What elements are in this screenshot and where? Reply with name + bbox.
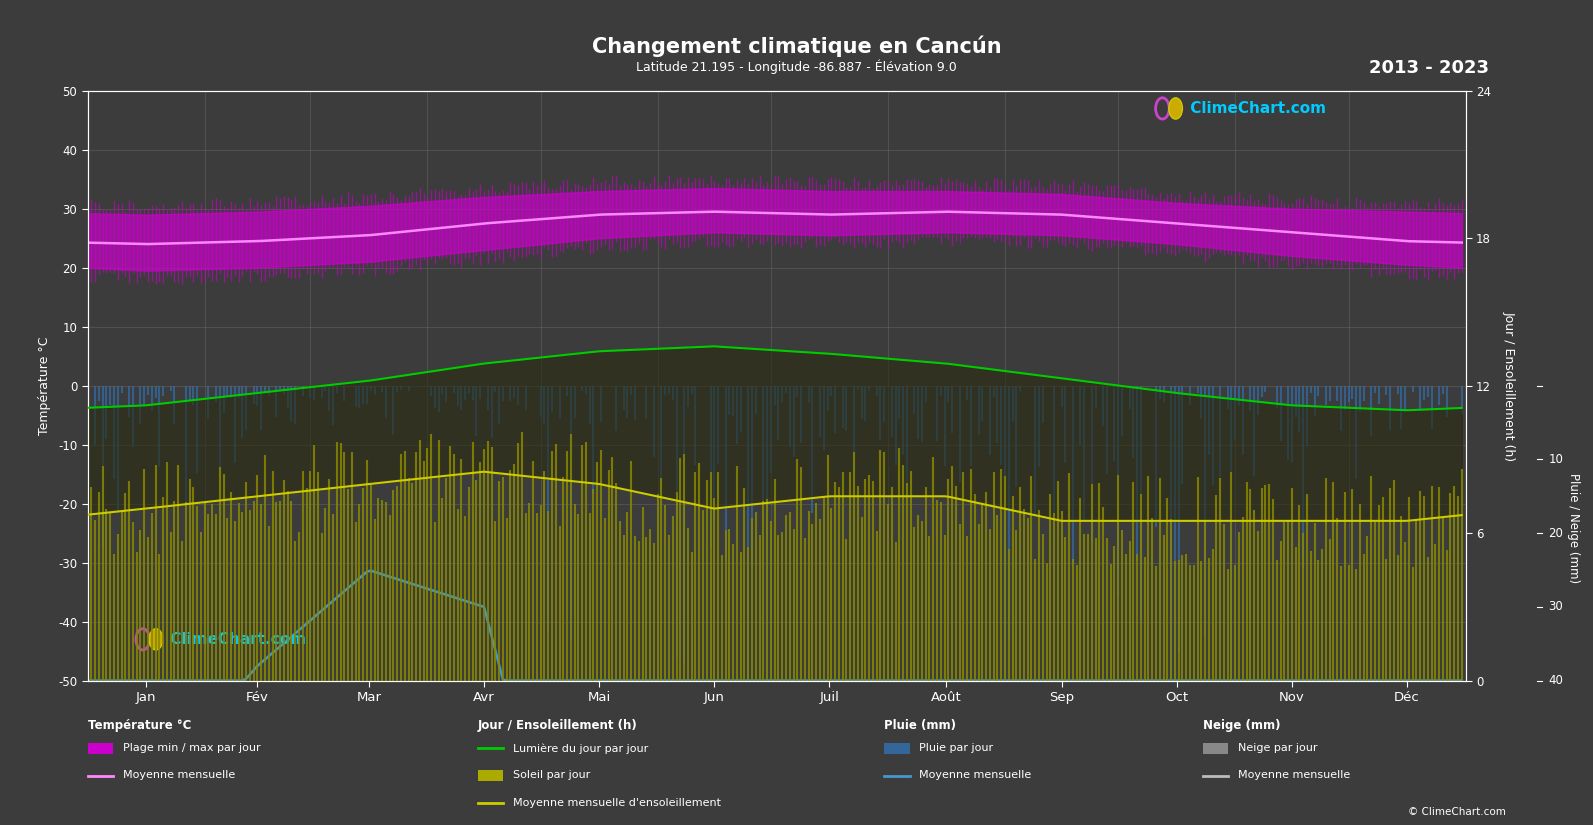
Text: Neige (mm): Neige (mm)	[1203, 719, 1281, 733]
Text: Pluie par jour: Pluie par jour	[919, 743, 994, 753]
Text: Lumière du jour par jour: Lumière du jour par jour	[513, 743, 648, 753]
Y-axis label: Température °C: Température °C	[38, 337, 51, 435]
Text: Moyenne mensuelle: Moyenne mensuelle	[123, 771, 234, 780]
Text: ClimeChart.com: ClimeChart.com	[166, 632, 306, 647]
Text: Moyenne mensuelle d'ensoleillement: Moyenne mensuelle d'ensoleillement	[513, 798, 722, 808]
Text: Jour / Ensoleillement (h): Jour / Ensoleillement (h)	[478, 719, 637, 733]
Text: Pluie (mm): Pluie (mm)	[884, 719, 956, 733]
Text: Pluie / Neige (mm): Pluie / Neige (mm)	[1568, 473, 1580, 583]
Text: Moyenne mensuelle: Moyenne mensuelle	[919, 771, 1031, 780]
Text: Température °C: Température °C	[88, 719, 191, 733]
Text: 30: 30	[1548, 601, 1563, 614]
Text: 10: 10	[1548, 453, 1563, 466]
Text: ClimeChart.com: ClimeChart.com	[1185, 101, 1325, 116]
Circle shape	[150, 629, 162, 650]
Text: 40: 40	[1548, 674, 1563, 687]
Text: © ClimeChart.com: © ClimeChart.com	[1408, 807, 1505, 817]
Text: Neige par jour: Neige par jour	[1238, 743, 1317, 753]
Y-axis label: Jour / Ensoleillement (h): Jour / Ensoleillement (h)	[1502, 311, 1517, 460]
Text: 20: 20	[1548, 526, 1563, 540]
Text: Plage min / max par jour: Plage min / max par jour	[123, 743, 260, 753]
Text: Changement climatique en Cancún: Changement climatique en Cancún	[591, 35, 1002, 57]
Text: Soleil par jour: Soleil par jour	[513, 771, 589, 780]
Text: Latitude 21.195 - Longitude -86.887 - Élévation 9.0: Latitude 21.195 - Longitude -86.887 - Él…	[636, 59, 957, 74]
Text: 2013 - 2023: 2013 - 2023	[1370, 59, 1489, 77]
Circle shape	[1169, 98, 1182, 119]
Text: Moyenne mensuelle: Moyenne mensuelle	[1238, 771, 1349, 780]
